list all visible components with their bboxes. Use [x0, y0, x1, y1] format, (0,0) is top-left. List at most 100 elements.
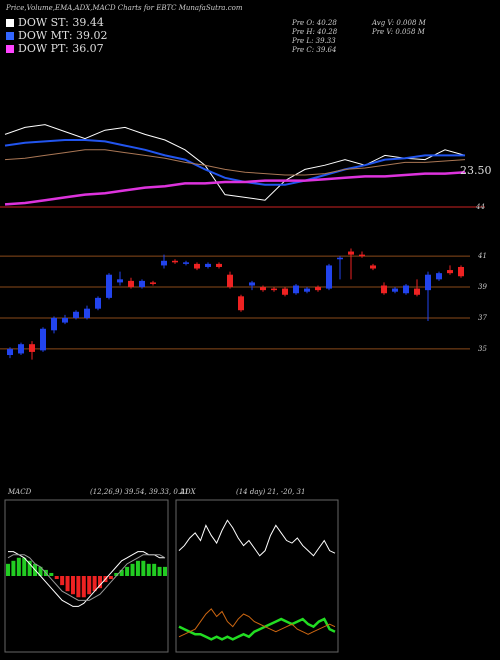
panel-title: ADX: [179, 488, 197, 496]
candle-body: [304, 288, 310, 292]
right-label: 44: [475, 203, 485, 211]
histogram-bar: [135, 560, 140, 576]
candle-body: [139, 280, 145, 288]
candle-body: [238, 296, 244, 311]
histogram-bar: [27, 560, 32, 576]
histogram-bar: [60, 576, 65, 586]
histogram-bar: [81, 576, 86, 598]
panel-subtitle: (14 day) 21, -20, 31: [236, 488, 305, 496]
y-tick-label: 41: [477, 252, 487, 260]
info-text: Pre L: 39.33: [291, 37, 336, 45]
candle-body: [150, 282, 156, 284]
candle-body: [40, 328, 46, 351]
info-text: Pre H: 40.28: [291, 28, 338, 36]
series-line: [4, 124, 466, 201]
histogram-bar: [65, 576, 70, 592]
adx-frame: [175, 499, 339, 653]
legend-swatch: [6, 32, 14, 40]
candle-body: [106, 274, 112, 298]
candle-body: [183, 262, 189, 264]
histogram-bar: [54, 576, 59, 580]
candle-body: [337, 257, 343, 260]
candle-body: [315, 287, 321, 291]
histogram-bar: [163, 566, 167, 576]
histogram-bar: [38, 566, 43, 576]
candle-body: [458, 266, 464, 277]
histogram-bar: [6, 563, 10, 576]
candle-body: [249, 282, 255, 286]
histogram-bar: [125, 566, 130, 576]
candle-body: [271, 288, 277, 291]
info-text: Pre V: 0.058 M: [371, 28, 426, 36]
panel-title: MACD: [7, 488, 32, 496]
series-line: [4, 170, 466, 206]
candle-body: [425, 274, 431, 291]
candle-body: [95, 297, 101, 309]
histogram-bar: [108, 576, 113, 580]
candle-body: [348, 251, 354, 255]
candle-body: [161, 260, 167, 266]
candle-body: [227, 274, 233, 288]
histogram-bar: [98, 576, 103, 589]
series-line: [4, 139, 465, 186]
series-line: [178, 608, 336, 638]
y-tick-label: 35: [478, 345, 487, 353]
series-line: [4, 149, 466, 176]
candle-body: [282, 288, 288, 295]
info-text: Avg V: 0.008 M: [371, 19, 427, 27]
series-line: [7, 554, 166, 601]
histogram-bar: [152, 563, 157, 576]
macd-frame: [4, 499, 169, 653]
candle-body: [326, 265, 332, 289]
candle-body: [172, 260, 178, 263]
histogram-bar: [114, 572, 119, 576]
legend-label: DOW PT: 36.07: [18, 42, 104, 55]
candle-body: [205, 263, 211, 267]
legend-swatch: [6, 19, 14, 27]
candle-body: [7, 348, 13, 356]
histogram-bar: [157, 566, 162, 576]
histogram-bar: [22, 557, 27, 576]
candle-body: [18, 344, 24, 354]
histogram-bar: [146, 563, 151, 576]
histogram-bar: [76, 576, 81, 598]
candle-body: [381, 285, 387, 294]
y-tick-label: 39: [478, 283, 487, 291]
candle-body: [117, 279, 123, 283]
candle-body: [73, 311, 79, 318]
chart-title: Price,Volume,EMA,ADX,MACD Charts for EBT…: [5, 4, 243, 12]
info-text: Pre C: 39.64: [291, 46, 336, 54]
candle-body: [370, 265, 376, 269]
histogram-bar: [11, 560, 16, 576]
candle-body: [29, 344, 35, 352]
panel-subtitle: (12,26,9) 39.54, 39.33, 0.21: [90, 488, 189, 496]
legend-label: DOW ST: 39.44: [18, 16, 104, 29]
legend-label: DOW MT: 39.02: [18, 29, 108, 42]
histogram-bar: [119, 569, 124, 576]
candle-body: [447, 270, 453, 274]
y-tick-label: 37: [478, 314, 487, 322]
histogram-bar: [92, 576, 97, 592]
histogram-bar: [16, 557, 21, 576]
candle-body: [84, 308, 90, 318]
histogram-bar: [141, 560, 146, 576]
series-line: [178, 519, 336, 557]
histogram-bar: [49, 572, 54, 576]
candle-body: [436, 273, 442, 280]
histogram-bar: [70, 576, 75, 595]
info-text: Pre O: 40.28: [291, 19, 337, 27]
series-line: [178, 617, 336, 641]
histogram-bar: [87, 576, 92, 595]
candle-body: [260, 287, 266, 291]
candle-body: [51, 317, 57, 331]
candle-body: [392, 288, 398, 292]
right-label: 23.50: [460, 164, 492, 177]
candle-body: [194, 263, 200, 269]
candle-body: [359, 254, 365, 257]
histogram-bar: [130, 563, 135, 576]
candle-body: [62, 317, 68, 323]
candle-body: [128, 280, 134, 288]
candle-body: [216, 263, 222, 267]
